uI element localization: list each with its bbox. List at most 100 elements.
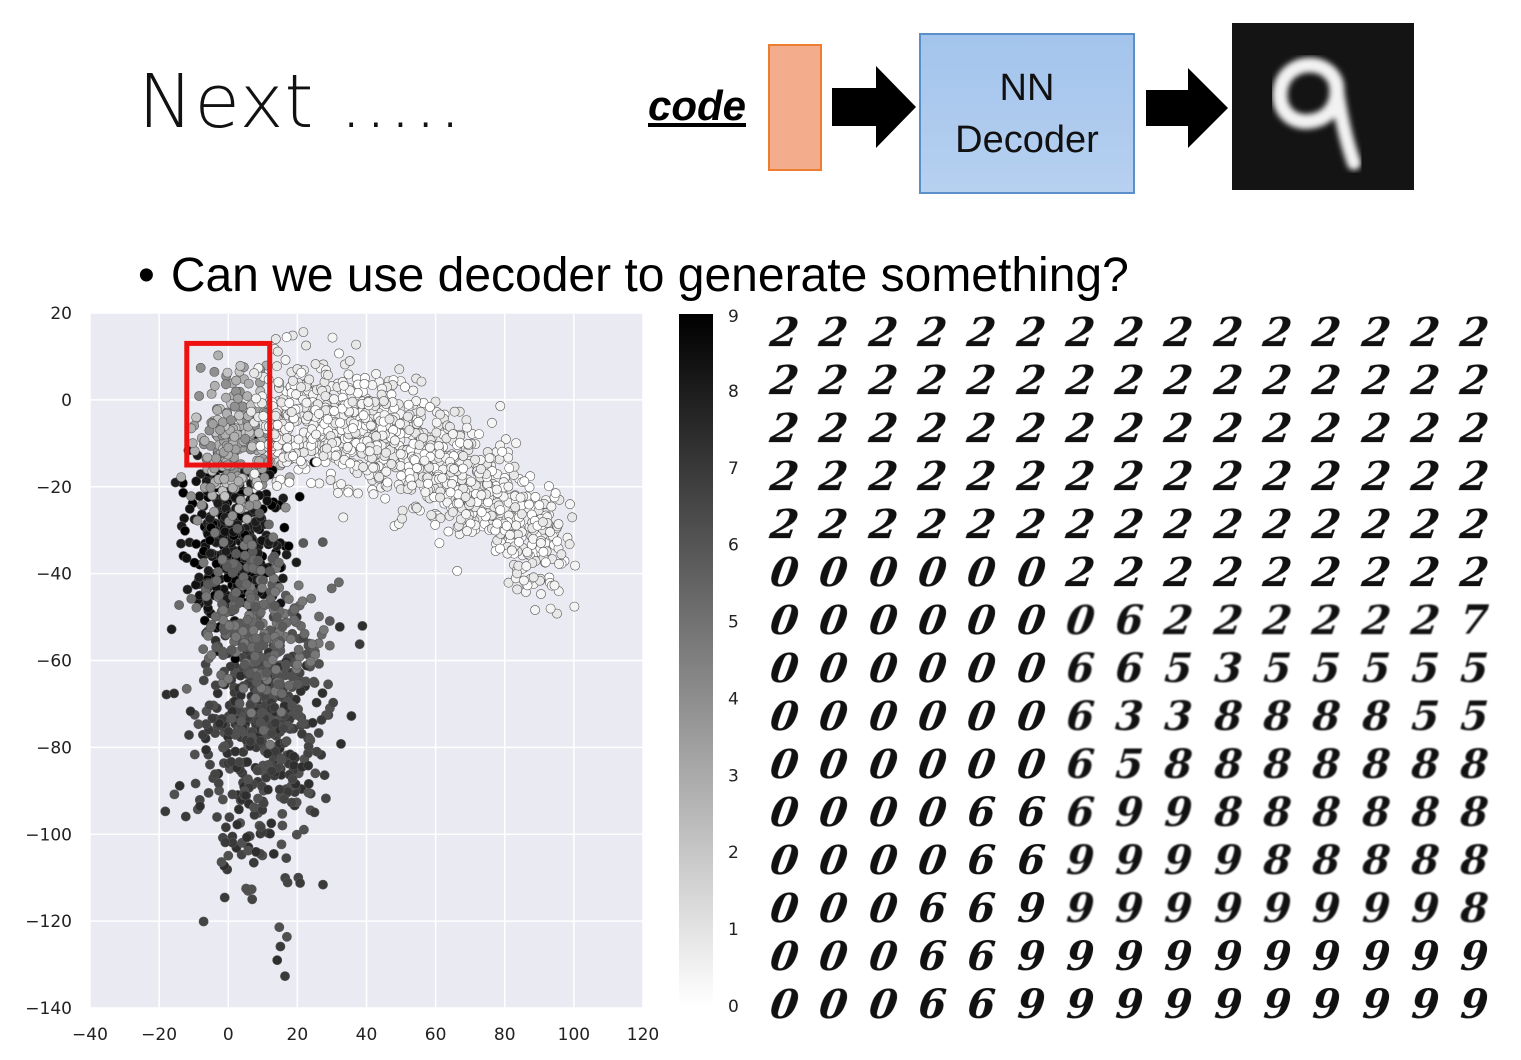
scatter-point <box>276 839 287 850</box>
scatter-point <box>217 554 228 565</box>
scatter-point <box>435 409 445 420</box>
scatter-point <box>458 463 468 474</box>
generated-digit: 2 <box>1112 548 1147 596</box>
generated-digit: 2 <box>1260 308 1295 356</box>
scatter-point <box>345 458 356 469</box>
scatter-point <box>278 723 289 734</box>
generated-digit: 9 <box>1064 884 1096 932</box>
scatter-point <box>411 502 422 513</box>
generated-digit: 0 <box>865 644 901 692</box>
scatter-point <box>298 327 309 337</box>
generated-digit: 0 <box>915 692 950 740</box>
generated-digit: 8 <box>1459 788 1491 836</box>
scatter-point <box>546 501 557 512</box>
scatter-point <box>196 500 207 510</box>
generated-digit: 2 <box>1309 404 1345 452</box>
scatter-point <box>234 597 245 607</box>
scatter-point <box>504 463 515 473</box>
scatter-point <box>288 760 299 771</box>
scatter-point <box>359 378 370 389</box>
scatter-point <box>262 784 273 795</box>
scatter-point <box>275 754 286 764</box>
decoder-label-line2: Decoder <box>955 118 1099 161</box>
generated-digit: 2 <box>1457 548 1492 596</box>
scatter-point <box>506 545 517 556</box>
colorbar-tick-label: 6 <box>728 536 739 556</box>
scatter-point <box>288 451 298 462</box>
scatter-point <box>180 525 190 536</box>
scatter-point <box>261 667 272 678</box>
scatter-point <box>236 716 246 727</box>
generated-digit: 6 <box>966 980 998 1028</box>
x-tick-label: 0 <box>223 1025 234 1045</box>
scatter-point <box>425 442 435 453</box>
scatter-point <box>281 659 291 670</box>
generated-digit: 8 <box>1360 740 1392 788</box>
generated-digit: 6 <box>1015 788 1047 836</box>
scatter-point <box>380 493 391 504</box>
scatter-point <box>223 726 234 737</box>
generated-digit: 0 <box>767 980 802 1028</box>
scatter-point <box>333 577 344 588</box>
generated-digit: 2 <box>1211 500 1246 548</box>
generated-digit: 2 <box>816 452 852 500</box>
scatter-point <box>231 548 241 559</box>
generated-digit: 0 <box>816 692 852 740</box>
scatter-point <box>515 492 526 503</box>
scatter-point <box>223 850 234 861</box>
generated-digit: 6 <box>1064 788 1096 836</box>
scatter-point <box>307 639 318 649</box>
scatter-point <box>329 394 339 405</box>
scatter-point <box>176 538 186 549</box>
generated-digit: 0 <box>1013 740 1049 788</box>
scatter-point <box>255 735 266 746</box>
generated-digit: 2 <box>816 500 852 548</box>
scatter-point <box>293 644 304 655</box>
scatter-point <box>205 482 216 493</box>
generated-digit: 5 <box>1360 644 1392 692</box>
generated-digit: 2 <box>964 452 999 500</box>
scatter-point <box>434 449 445 459</box>
scatter-point <box>243 378 254 389</box>
generated-digit: 8 <box>1261 788 1294 836</box>
generated-digit: 2 <box>1358 308 1394 356</box>
generated-digit: 9 <box>1163 836 1195 884</box>
scatter-point <box>284 680 294 691</box>
scatter-point <box>324 616 335 626</box>
generated-digit: 6 <box>966 932 998 980</box>
generated-digit: 0 <box>865 884 901 932</box>
scatter-point <box>205 622 216 633</box>
generated-digit: 6 <box>916 932 948 980</box>
scatter-point <box>277 809 288 819</box>
scatter-point <box>288 751 299 762</box>
scatter-point <box>241 883 251 894</box>
colorbar-gradient <box>679 314 713 1006</box>
scatter-point <box>371 431 381 442</box>
scatter-point <box>448 464 459 474</box>
generated-digit: 8 <box>1212 788 1244 836</box>
scatter-point <box>347 423 358 434</box>
scatter-point <box>244 500 255 511</box>
generated-digit: 2 <box>1013 500 1049 548</box>
scatter-point <box>194 391 204 401</box>
colorbar-tick-label: 5 <box>728 613 739 633</box>
scatter-point <box>241 579 252 590</box>
generated-digit: 0 <box>767 788 802 836</box>
colorbar-tick-label: 7 <box>728 459 739 479</box>
scatter-point <box>494 543 505 554</box>
scatter-point <box>239 659 250 670</box>
generated-digit: 9 <box>1163 884 1195 932</box>
colorbar-tick-label: 1 <box>728 920 739 940</box>
y-tick-label: −40 <box>36 565 72 585</box>
scatter-point <box>258 599 269 609</box>
scatter-point <box>501 520 512 531</box>
scatter-point <box>206 650 217 661</box>
scatter-point <box>430 519 441 530</box>
scatter-point <box>258 798 269 809</box>
scatter-point <box>273 557 284 568</box>
scatter-point <box>344 356 355 366</box>
generated-digit: 0 <box>964 692 999 740</box>
generated-digit: 2 <box>1408 596 1443 644</box>
generated-digit: 2 <box>1358 452 1394 500</box>
scatter-point <box>303 741 314 752</box>
